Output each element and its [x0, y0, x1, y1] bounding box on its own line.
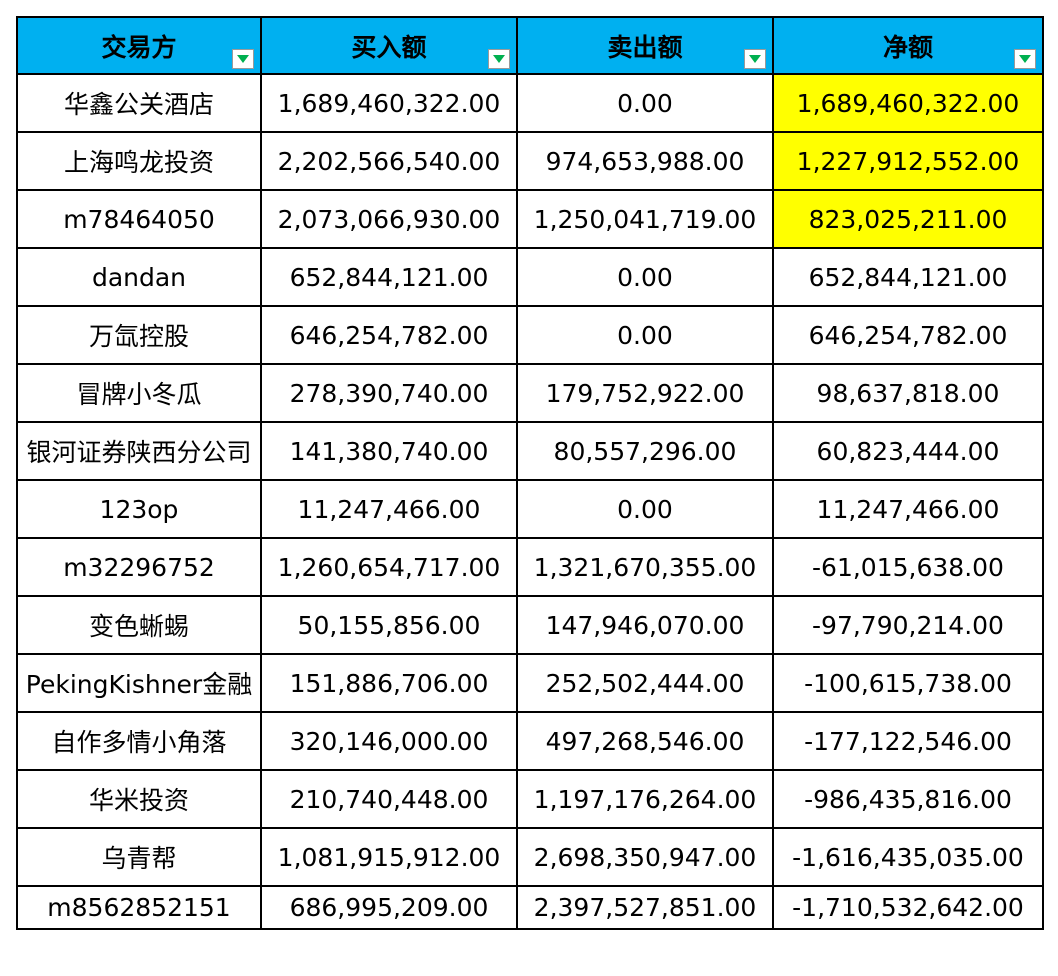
cell-sell[interactable]: 1,197,176,264.00: [516, 769, 774, 829]
cell-counterparty[interactable]: 123op: [16, 479, 262, 539]
cell-counterparty[interactable]: m32296752: [16, 537, 262, 597]
filter-dropdown-button[interactable]: [232, 49, 254, 69]
cell-sell[interactable]: 252,502,444.00: [516, 653, 774, 713]
cell-net[interactable]: -97,790,214.00: [772, 595, 1044, 655]
cell-net[interactable]: 1,227,912,552.00: [772, 131, 1044, 191]
cell-buy[interactable]: 2,073,066,930.00: [260, 189, 518, 249]
cell-counterparty[interactable]: 华鑫公关酒店: [16, 73, 262, 133]
cell-counterparty[interactable]: dandan: [16, 247, 262, 307]
cell-sell[interactable]: 497,268,546.00: [516, 711, 774, 771]
table-row: 变色蜥蜴 50,155,856.00 147,946,070.00 -97,79…: [16, 595, 1044, 655]
cell-buy[interactable]: 278,390,740.00: [260, 363, 518, 423]
cell-sell[interactable]: 1,321,670,355.00: [516, 537, 774, 597]
cell-buy[interactable]: 151,886,706.00: [260, 653, 518, 713]
cell-sell[interactable]: 179,752,922.00: [516, 363, 774, 423]
cell-sell[interactable]: 2,698,350,947.00: [516, 827, 774, 887]
header-label: 净额: [882, 32, 933, 62]
cell-net[interactable]: 98,637,818.00: [772, 363, 1044, 423]
cell-sell[interactable]: 147,946,070.00: [516, 595, 774, 655]
table-row: 123op 11,247,466.00 0.00 11,247,466.00: [16, 479, 1044, 539]
cell-counterparty[interactable]: m78464050: [16, 189, 262, 249]
header-cell-counterparty[interactable]: 交易方: [16, 16, 262, 75]
cell-net[interactable]: 11,247,466.00: [772, 479, 1044, 539]
cell-counterparty[interactable]: 冒牌小冬瓜: [16, 363, 262, 423]
table-row: PekingKishner金融 151,886,706.00 252,502,4…: [16, 653, 1044, 713]
cell-counterparty[interactable]: m8562852151: [16, 885, 262, 930]
cell-net[interactable]: -1,616,435,035.00: [772, 827, 1044, 887]
cell-buy[interactable]: 141,380,740.00: [260, 421, 518, 481]
header-cell-sell[interactable]: 卖出额: [516, 16, 774, 75]
table-row: 自作多情小角落 320,146,000.00 497,268,546.00 -1…: [16, 711, 1044, 771]
cell-buy[interactable]: 646,254,782.00: [260, 305, 518, 365]
cell-counterparty[interactable]: 华米投资: [16, 769, 262, 829]
cell-net[interactable]: -986,435,816.00: [772, 769, 1044, 829]
cell-buy[interactable]: 1,081,915,912.00: [260, 827, 518, 887]
filter-dropdown-icon: [493, 55, 505, 63]
header-cell-buy[interactable]: 买入额: [260, 16, 518, 75]
cell-counterparty[interactable]: PekingKishner金融: [16, 653, 262, 713]
cell-net[interactable]: 823,025,211.00: [772, 189, 1044, 249]
header-label: 卖出额: [607, 32, 683, 62]
filter-dropdown-icon: [1019, 55, 1031, 63]
cell-buy[interactable]: 320,146,000.00: [260, 711, 518, 771]
table-row: dandan 652,844,121.00 0.00 652,844,121.0…: [16, 247, 1044, 307]
cell-buy[interactable]: 210,740,448.00: [260, 769, 518, 829]
cell-sell[interactable]: 974,653,988.00: [516, 131, 774, 191]
cell-sell[interactable]: 0.00: [516, 305, 774, 365]
table-row: 华米投资 210,740,448.00 1,197,176,264.00 -98…: [16, 769, 1044, 829]
cell-net[interactable]: 60,823,444.00: [772, 421, 1044, 481]
table-row: 上海鸣龙投资 2,202,566,540.00 974,653,988.00 1…: [16, 131, 1044, 191]
table-row: 万氙控股 646,254,782.00 0.00 646,254,782.00: [16, 305, 1044, 365]
filter-dropdown-icon: [749, 55, 761, 63]
filter-dropdown-button[interactable]: [488, 49, 510, 69]
cell-sell[interactable]: 0.00: [516, 247, 774, 307]
cell-counterparty[interactable]: 变色蜥蜴: [16, 595, 262, 655]
header-label: 买入额: [351, 32, 427, 62]
cell-buy[interactable]: 2,202,566,540.00: [260, 131, 518, 191]
cell-counterparty[interactable]: 上海鸣龙投资: [16, 131, 262, 191]
header-cell-net[interactable]: 净额: [772, 16, 1044, 75]
filter-dropdown-button[interactable]: [1014, 49, 1036, 69]
table-row: 冒牌小冬瓜 278,390,740.00 179,752,922.00 98,6…: [16, 363, 1044, 423]
cell-buy[interactable]: 1,689,460,322.00: [260, 73, 518, 133]
table-row: m8562852151 686,995,209.00 2,397,527,851…: [16, 885, 1044, 930]
cell-sell[interactable]: 0.00: [516, 479, 774, 539]
cell-counterparty[interactable]: 自作多情小角落: [16, 711, 262, 771]
cell-sell[interactable]: 0.00: [516, 73, 774, 133]
cell-buy[interactable]: 1,260,654,717.00: [260, 537, 518, 597]
cell-net[interactable]: -177,122,546.00: [772, 711, 1044, 771]
filter-dropdown-icon: [237, 55, 249, 63]
cell-net[interactable]: -61,015,638.00: [772, 537, 1044, 597]
table-row: 华鑫公关酒店 1,689,460,322.00 0.00 1,689,460,3…: [16, 73, 1044, 133]
cell-counterparty[interactable]: 乌青帮: [16, 827, 262, 887]
table-row: m78464050 2,073,066,930.00 1,250,041,719…: [16, 189, 1044, 249]
cell-net[interactable]: -100,615,738.00: [772, 653, 1044, 713]
cell-buy[interactable]: 686,995,209.00: [260, 885, 518, 930]
cell-counterparty[interactable]: 银河证券陕西分公司: [16, 421, 262, 481]
cell-net[interactable]: 1,689,460,322.00: [772, 73, 1044, 133]
spreadsheet-table: 交易方 买入额 卖出额 净额: [16, 16, 1044, 930]
cell-net[interactable]: -1,710,532,642.00: [772, 885, 1044, 930]
cell-counterparty[interactable]: 万氙控股: [16, 305, 262, 365]
filter-dropdown-button[interactable]: [744, 49, 766, 69]
cell-net[interactable]: 646,254,782.00: [772, 305, 1044, 365]
cell-sell[interactable]: 2,397,527,851.00: [516, 885, 774, 930]
cell-net[interactable]: 652,844,121.00: [772, 247, 1044, 307]
table-row: 银河证券陕西分公司 141,380,740.00 80,557,296.00 6…: [16, 421, 1044, 481]
table-row: 乌青帮 1,081,915,912.00 2,698,350,947.00 -1…: [16, 827, 1044, 887]
cell-sell[interactable]: 80,557,296.00: [516, 421, 774, 481]
cell-buy[interactable]: 50,155,856.00: [260, 595, 518, 655]
cell-buy[interactable]: 652,844,121.00: [260, 247, 518, 307]
cell-sell[interactable]: 1,250,041,719.00: [516, 189, 774, 249]
header-row: 交易方 买入额 卖出额 净额: [16, 16, 1044, 75]
table-row: m32296752 1,260,654,717.00 1,321,670,355…: [16, 537, 1044, 597]
header-label: 交易方: [101, 32, 177, 62]
cell-buy[interactable]: 11,247,466.00: [260, 479, 518, 539]
